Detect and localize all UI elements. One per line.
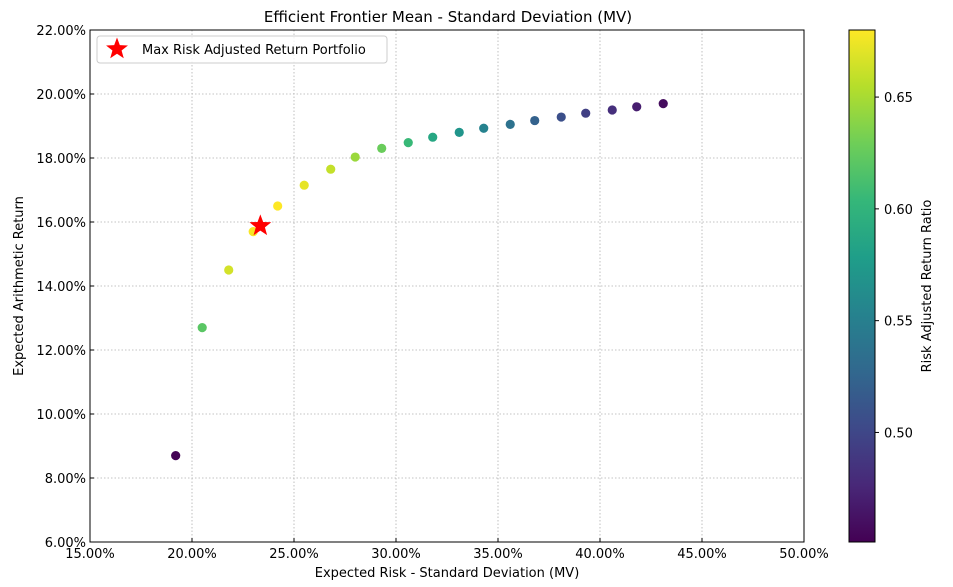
scatter-point (404, 138, 413, 147)
y-axis-title: Expected Arithmetic Return (12, 196, 27, 376)
y-tick-label: 18.00% (36, 152, 86, 167)
scatter-point (273, 201, 282, 210)
legend: Max Risk Adjusted Return Portfolio (97, 36, 387, 63)
scatter-point (530, 116, 539, 125)
axis-ticks: 15.00%20.00%25.00%30.00%35.00%40.00%45.0… (36, 24, 828, 562)
colorbar-tick-label: 0.50 (884, 426, 913, 441)
y-tick-label: 20.00% (36, 88, 86, 103)
colorbar-tick-label: 0.65 (884, 91, 913, 106)
scatter-point (351, 152, 360, 161)
scatter-point (557, 112, 566, 121)
scatter-point (455, 128, 464, 137)
y-tick-label: 16.00% (36, 216, 86, 231)
scatter-point (326, 165, 335, 174)
scatter-point (506, 120, 515, 129)
x-tick-label: 35.00% (473, 547, 523, 562)
x-tick-label: 40.00% (575, 547, 625, 562)
colorbar-ticks: 0.50 0.55 0.60 0.65 (875, 91, 913, 441)
scatter-point (581, 109, 590, 118)
colorbar: 0.50 0.55 0.60 0.65 Risk Adjusted Return Ra… (849, 30, 935, 542)
colorbar-tick-label: 0.60 (884, 203, 913, 218)
grid-lines (90, 30, 804, 542)
x-axis-title: Expected Risk - Standard Deviation (MV) (315, 566, 580, 581)
scatter-point (377, 144, 386, 153)
colorbar-label: Risk Adjusted Return Ratio (920, 200, 935, 373)
y-tick-label: 8.00% (45, 472, 86, 487)
chart-title: Efficient Frontier Mean - Standard Devia… (264, 8, 632, 26)
scatter-point (479, 124, 488, 133)
x-tick-label: 50.00% (779, 547, 829, 562)
scatter-point (659, 99, 668, 108)
legend-label: Max Risk Adjusted Return Portfolio (142, 43, 366, 58)
y-tick-label: 6.00% (45, 536, 86, 551)
colorbar-tick-label: 0.55 (884, 315, 913, 330)
y-tick-label: 10.00% (36, 408, 86, 423)
scatter-point (428, 133, 437, 142)
scatter-point (608, 105, 617, 114)
scatter-point (300, 181, 309, 190)
y-tick-label: 12.00% (36, 344, 86, 359)
scatter-point (171, 451, 180, 460)
scatter-point (632, 102, 641, 111)
colorbar-gradient (849, 30, 875, 542)
x-tick-label: 30.00% (371, 547, 421, 562)
y-tick-label: 14.00% (36, 280, 86, 295)
x-tick-label: 45.00% (677, 547, 727, 562)
x-tick-label: 20.00% (167, 547, 217, 562)
y-tick-label: 22.00% (36, 24, 86, 39)
scatter-point (224, 265, 233, 274)
scatter-point (198, 323, 207, 332)
scatter-points (171, 99, 668, 460)
x-tick-label: 25.00% (269, 547, 319, 562)
